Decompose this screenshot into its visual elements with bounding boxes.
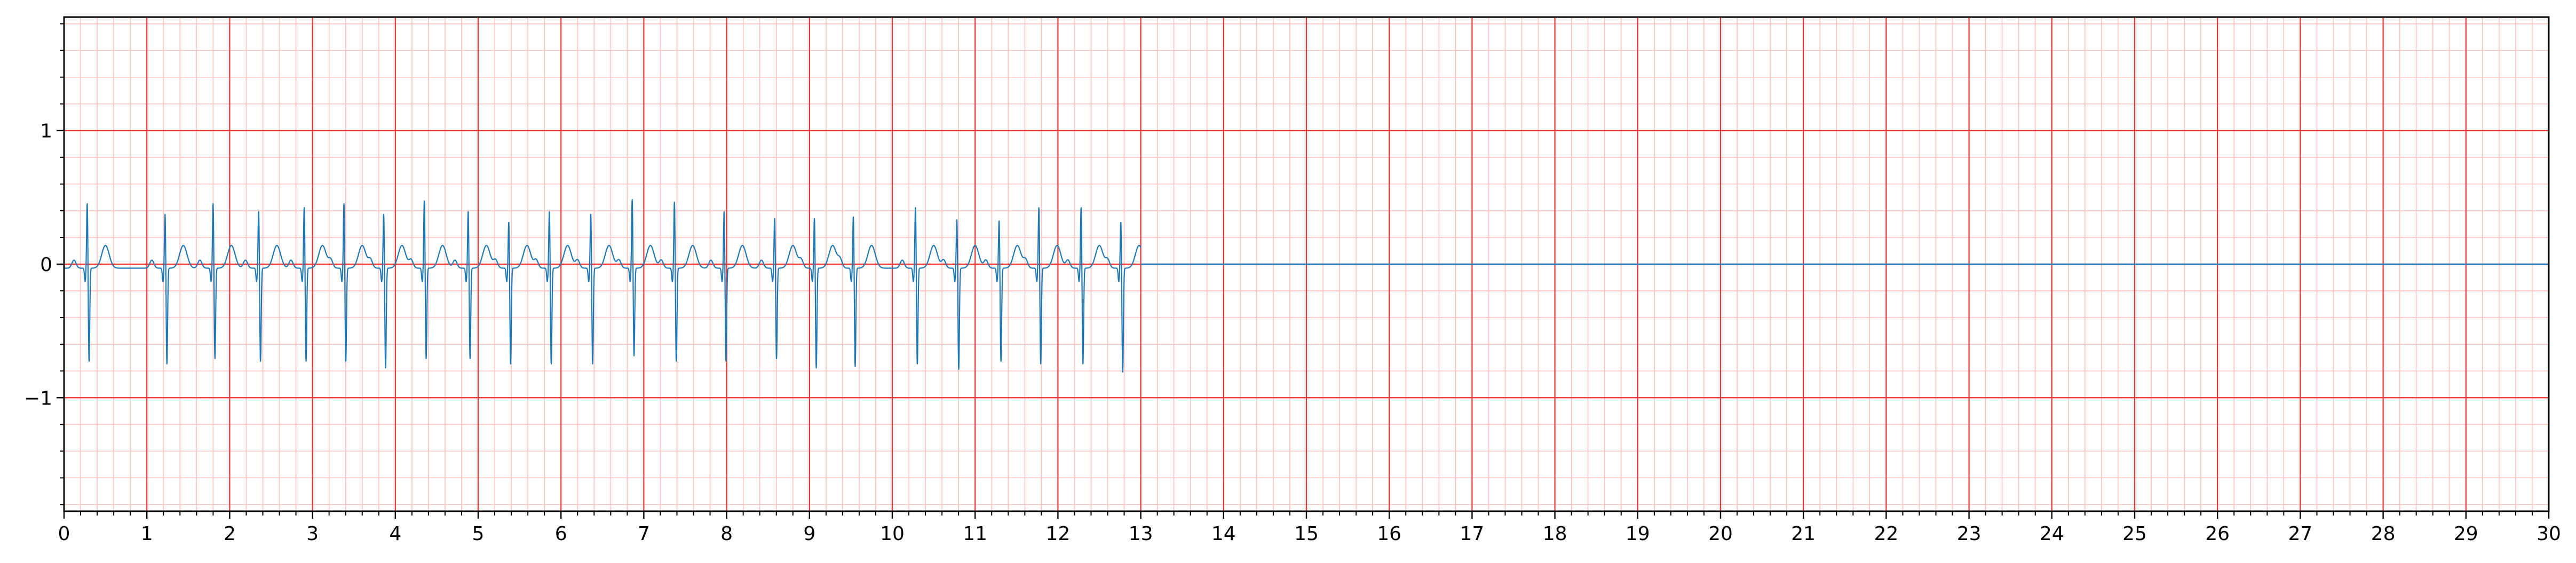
x-tick-label: 24: [2040, 523, 2064, 545]
x-tick-label: 8: [720, 523, 733, 545]
x-tick-label: 3: [306, 523, 319, 545]
x-tick-label: 28: [2371, 523, 2396, 545]
x-tick-label: 18: [1543, 523, 1567, 545]
x-tick-label: 6: [555, 523, 567, 545]
x-tick-label: 29: [2454, 523, 2478, 545]
x-tick-label: 13: [1129, 523, 1153, 545]
x-tick-label: 11: [963, 523, 987, 545]
x-tick-label: 1: [141, 523, 153, 545]
x-tick-label: 5: [472, 523, 485, 545]
x-tick-label: 9: [803, 523, 815, 545]
x-tick-label: 22: [1874, 523, 1898, 545]
x-tick-label: 12: [1045, 523, 1070, 545]
x-tick-label: 27: [2288, 523, 2312, 545]
x-tick-label: 20: [1708, 523, 1733, 545]
x-tick-label: 19: [1626, 523, 1650, 545]
x-tick-label: 25: [2122, 523, 2147, 545]
x-tick-label: 14: [1211, 523, 1236, 545]
ecg-series: [64, 199, 2549, 373]
x-tick-label: 26: [2205, 523, 2230, 545]
x-tick-label: 16: [1377, 523, 1401, 545]
y-tick-label: 0: [40, 254, 52, 276]
x-tick-label: 17: [1460, 523, 1484, 545]
x-tick-label: 10: [880, 523, 905, 545]
x-tick-label: 23: [1957, 523, 1981, 545]
x-tick-label: 30: [2537, 523, 2561, 545]
x-tick-label: 15: [1294, 523, 1319, 545]
y-tick-label: 1: [40, 121, 52, 142]
y-axis: −1 0 1: [24, 23, 64, 505]
x-tick-label: 7: [638, 523, 650, 545]
ecg-trace: [64, 199, 1142, 373]
x-tick-label: 21: [1791, 523, 1816, 545]
x-tick-label: 4: [389, 523, 401, 545]
y-tick-label: −1: [24, 387, 52, 409]
x-axis: 0 1 2 3 4 5 6 7 8 9 10 11 12 13 14 15 16 17 18 19 20 21 22 23 24…: [58, 511, 2561, 545]
x-tick-label: 0: [58, 523, 70, 545]
x-tick-label: 2: [224, 523, 236, 545]
